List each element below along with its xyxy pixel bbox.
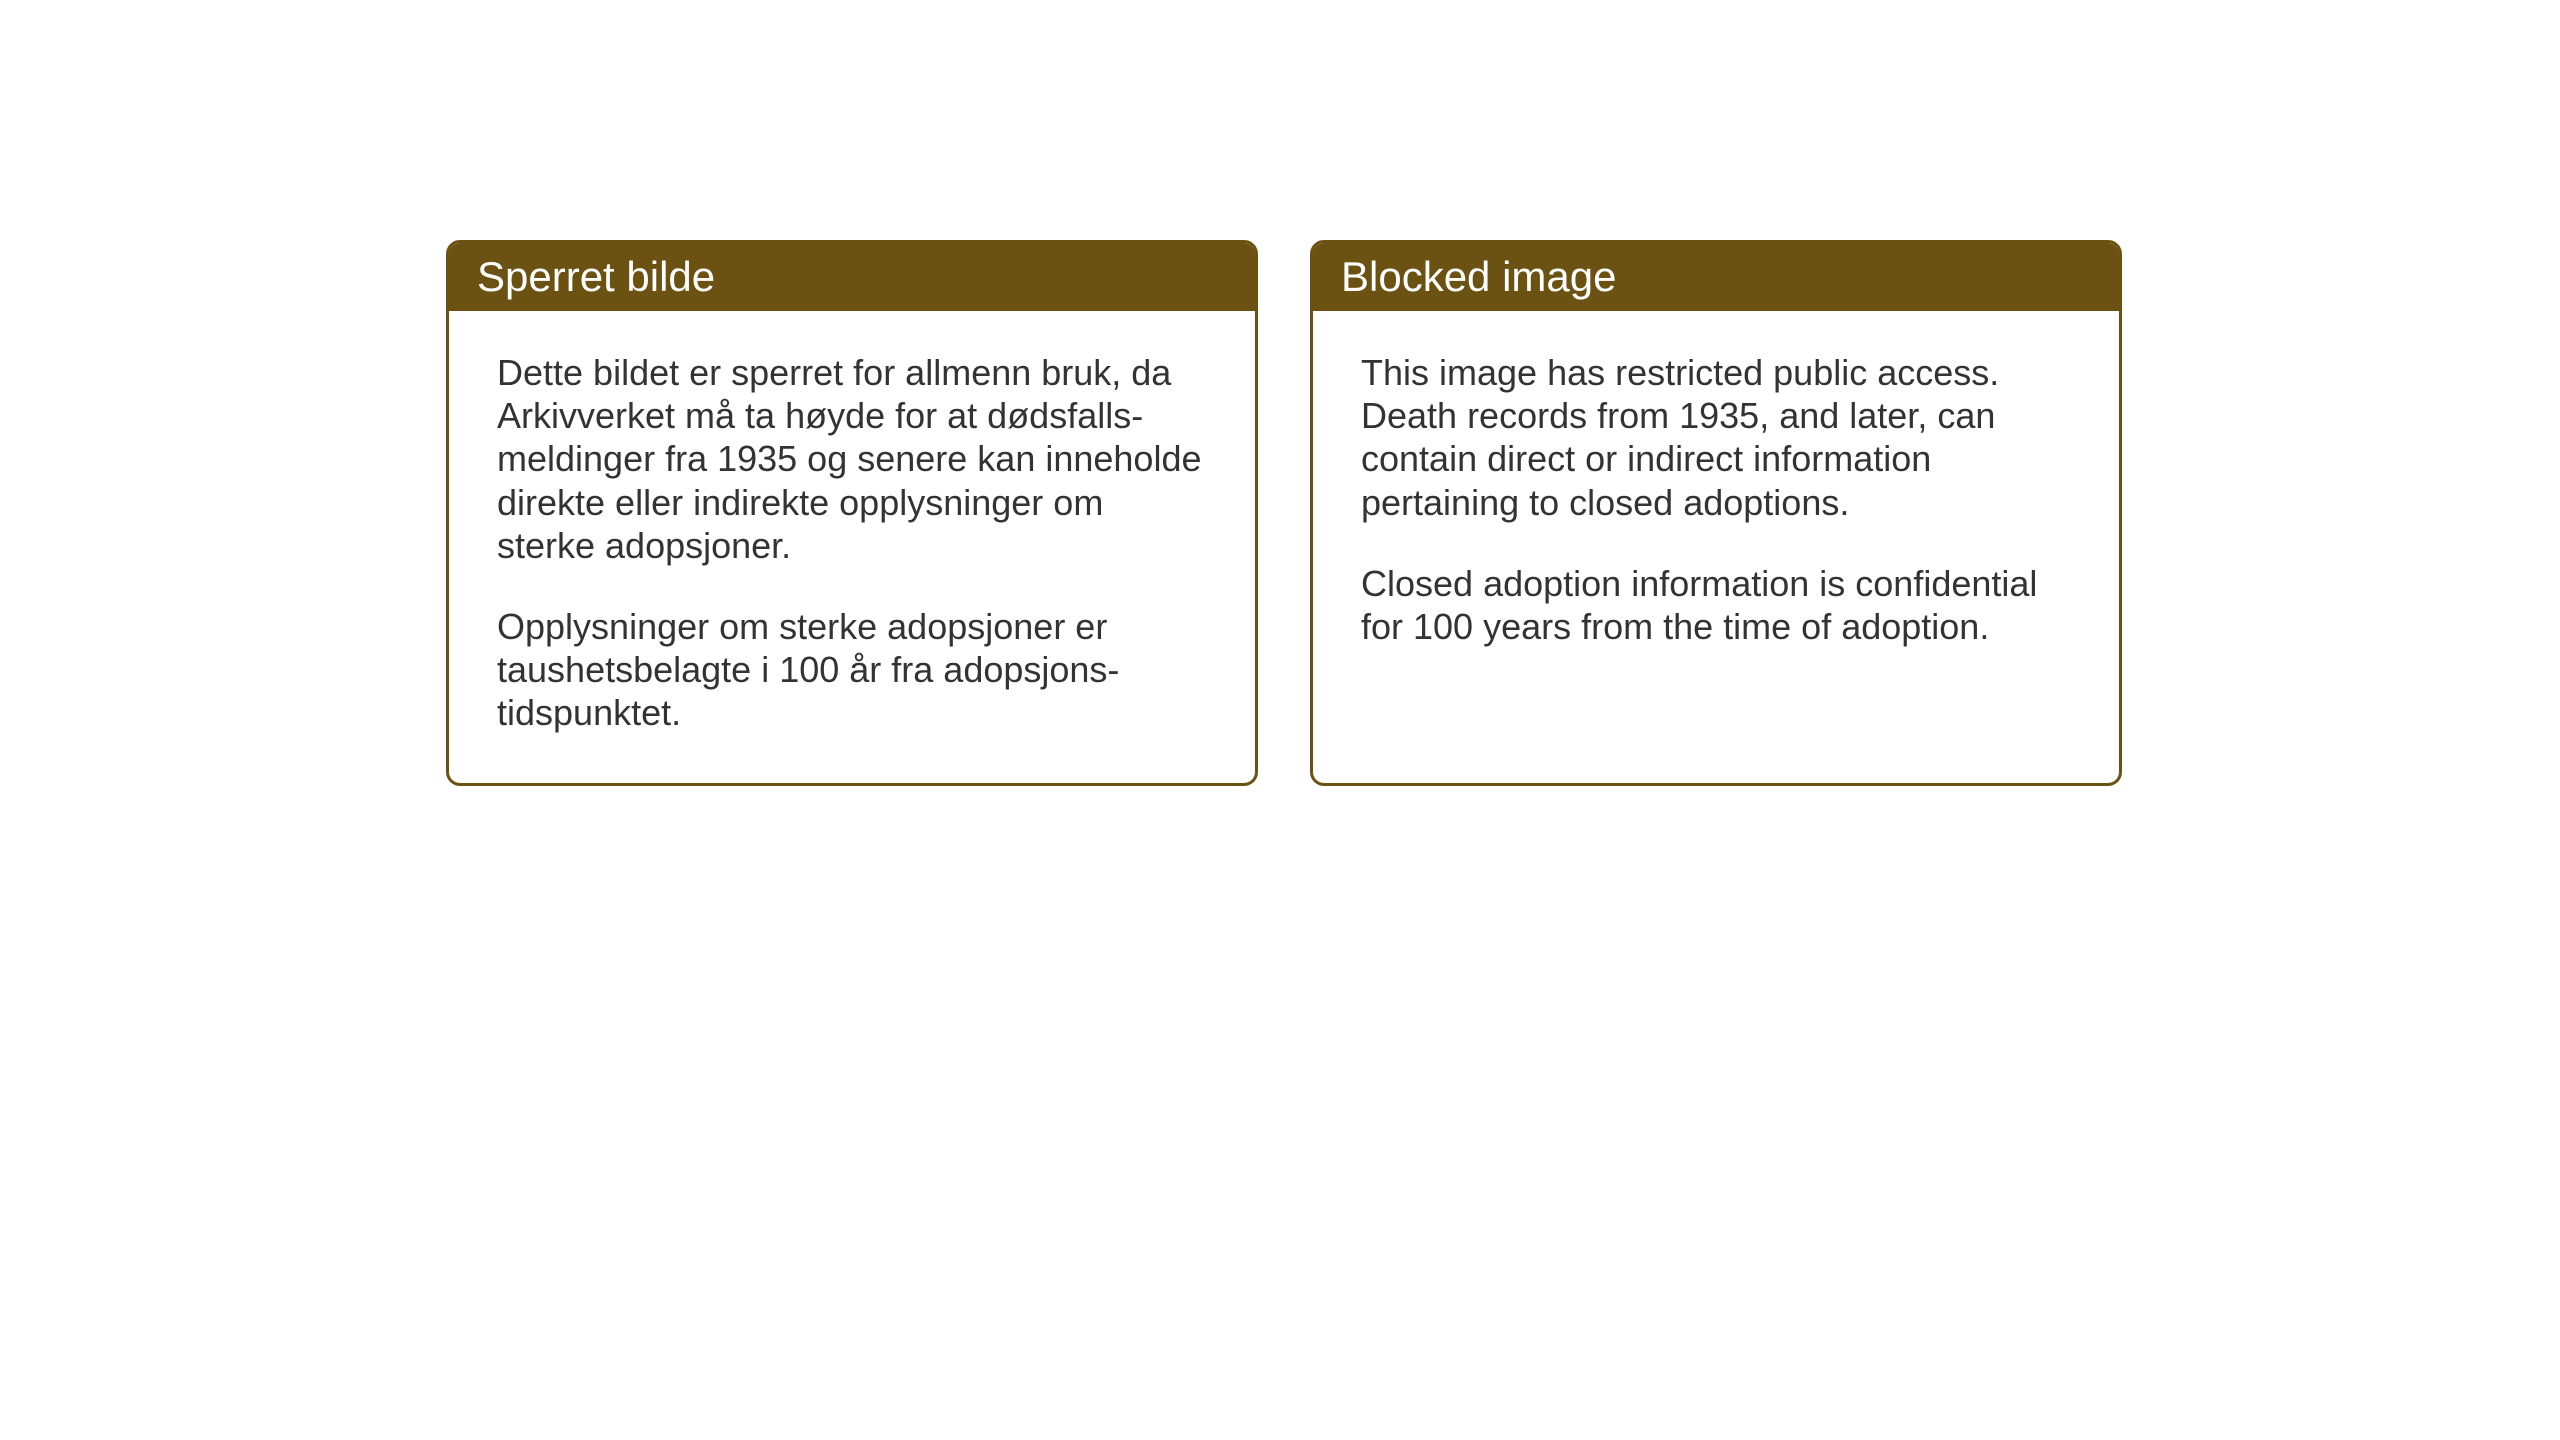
english-panel-header: Blocked image bbox=[1313, 243, 2119, 311]
norwegian-paragraph-1: Dette bildet er sperret for allmenn bruk… bbox=[497, 351, 1207, 567]
norwegian-paragraph-2: Opplysninger om sterke adopsjoner er tau… bbox=[497, 605, 1207, 735]
norwegian-panel-body: Dette bildet er sperret for allmenn bruk… bbox=[449, 311, 1255, 783]
english-paragraph-2: Closed adoption information is confident… bbox=[1361, 562, 2071, 648]
norwegian-panel: Sperret bilde Dette bildet er sperret fo… bbox=[446, 240, 1258, 786]
norwegian-panel-header: Sperret bilde bbox=[449, 243, 1255, 311]
english-panel-body: This image has restricted public access.… bbox=[1313, 311, 2119, 696]
english-panel-title: Blocked image bbox=[1341, 253, 1616, 300]
panels-container: Sperret bilde Dette bildet er sperret fo… bbox=[446, 240, 2122, 786]
english-panel: Blocked image This image has restricted … bbox=[1310, 240, 2122, 786]
english-paragraph-1: This image has restricted public access.… bbox=[1361, 351, 2071, 524]
norwegian-panel-title: Sperret bilde bbox=[477, 253, 715, 300]
